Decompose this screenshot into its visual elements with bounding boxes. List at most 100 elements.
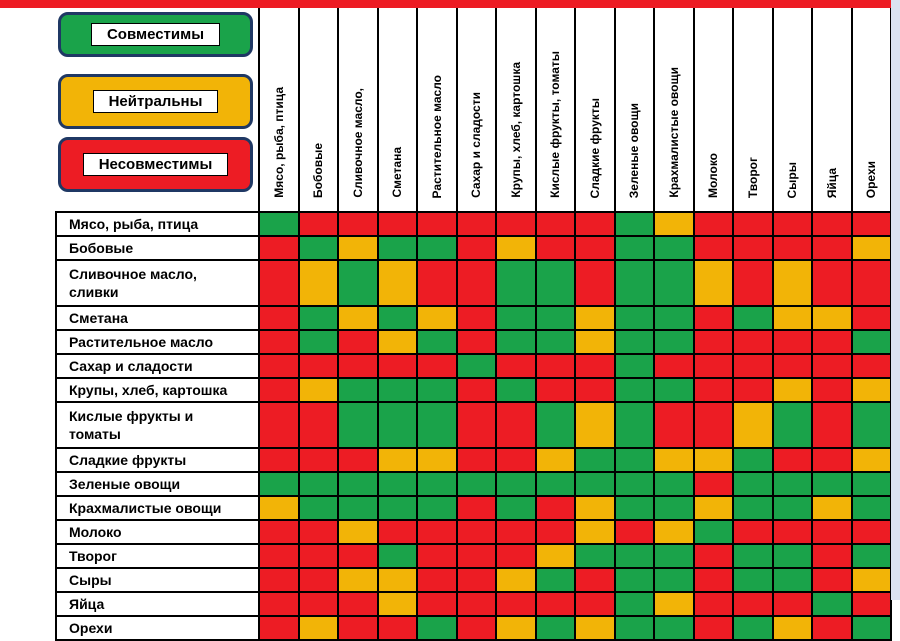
matrix-cell [297,519,339,545]
matrix-cell [771,519,813,545]
column-header-label: Крупы, хлеб, картошка [508,62,523,198]
matrix-cell [653,567,695,593]
table-row: Сладкие фрукты [55,447,892,473]
matrix-cell [574,305,616,331]
right-border-strip [891,0,900,600]
matrix-cell [850,401,892,449]
matrix-cell [258,329,300,355]
matrix-cell [495,495,537,521]
column-header-label: Молоко [706,153,721,198]
matrix-cell [771,447,813,473]
matrix-cell [574,329,616,355]
matrix-cell [811,447,853,473]
column-header-label: Зеленые овощи [627,102,642,198]
matrix-cell [455,447,497,473]
matrix-cell [258,353,300,379]
matrix-cell [850,591,892,617]
column-header-label: Кислые фрукты, томаты [548,51,563,198]
matrix-cell [850,259,892,307]
row-label: Мясо, рыба, птица [55,211,260,237]
matrix-cell [534,543,576,569]
matrix-cell [653,519,695,545]
matrix-cell [495,329,537,355]
matrix-cell [574,401,616,449]
matrix-cell [732,211,774,237]
table-row: Кислые фрукты и томаты [55,401,892,449]
column-header-label: Орехи [864,160,879,198]
matrix-cell [771,401,813,449]
matrix-cell [376,305,418,331]
matrix-cell [613,353,655,379]
matrix-cell [495,353,537,379]
legend: Совместимы Нейтральны Несовместимы [56,8,258,211]
matrix-cell [258,495,300,521]
matrix-cell [732,495,774,521]
matrix-cell [416,259,458,307]
matrix-cell [574,353,616,379]
matrix-cell [337,401,379,449]
matrix-cell [297,305,339,331]
matrix-cell [732,591,774,617]
row-label: Крахмалистые овощи [55,495,260,521]
matrix-cell [732,543,774,569]
legend-incompatible-label: Несовместимы [82,153,229,176]
column-header: Молоко [692,8,734,213]
matrix-cell [771,615,813,641]
matrix-cell [613,495,655,521]
row-label: Крупы, хлеб, картошка [55,377,260,403]
column-header-label: Сахар и сладости [469,92,484,198]
matrix-cell [337,495,379,521]
matrix-cell [297,495,339,521]
matrix-cell [613,567,655,593]
column-header-label: Сыры [785,161,800,199]
matrix-cell [811,305,853,331]
matrix-cell [337,211,379,237]
matrix-cell [337,591,379,617]
matrix-cell [495,567,537,593]
matrix-cell [495,519,537,545]
matrix-cell [653,591,695,617]
matrix-cell [692,353,734,379]
matrix-cell [653,401,695,449]
matrix-cell [692,235,734,261]
matrix-cell [534,519,576,545]
matrix-cell [376,401,418,449]
matrix-cell [455,305,497,331]
matrix-cell [811,591,853,617]
matrix-cell [416,615,458,641]
matrix-cell [653,447,695,473]
matrix-cell [258,615,300,641]
compatibility-table: Совместимы Нейтральны Несовместимы Мясо,… [55,8,892,641]
matrix-cell [692,401,734,449]
matrix-cell [613,329,655,355]
matrix-cell [495,591,537,617]
matrix-cell [613,401,655,449]
column-header: Сахар и сладости [455,8,497,213]
matrix-cell [653,211,695,237]
matrix-cell [337,259,379,307]
matrix-cell [416,329,458,355]
matrix-cell [574,235,616,261]
matrix-cell [337,447,379,473]
matrix-cell [455,471,497,497]
matrix-cell [692,495,734,521]
matrix-cell [732,235,774,261]
matrix-cell [534,495,576,521]
matrix-cell [534,401,576,449]
matrix-cell [771,305,813,331]
matrix-cell [850,353,892,379]
matrix-cell [337,377,379,403]
column-header: Зеленые овощи [613,8,655,213]
matrix-cell [692,471,734,497]
matrix-cell [297,377,339,403]
matrix-cell [574,377,616,403]
matrix-cell [653,471,695,497]
matrix-cell [416,235,458,261]
legend-neutral-label: Нейтральны [92,90,219,113]
table-row: Творог [55,543,892,569]
matrix-cell [297,401,339,449]
matrix-cell [416,591,458,617]
table-row: Сметана [55,305,892,331]
matrix-cell [692,329,734,355]
matrix-cell [534,377,576,403]
